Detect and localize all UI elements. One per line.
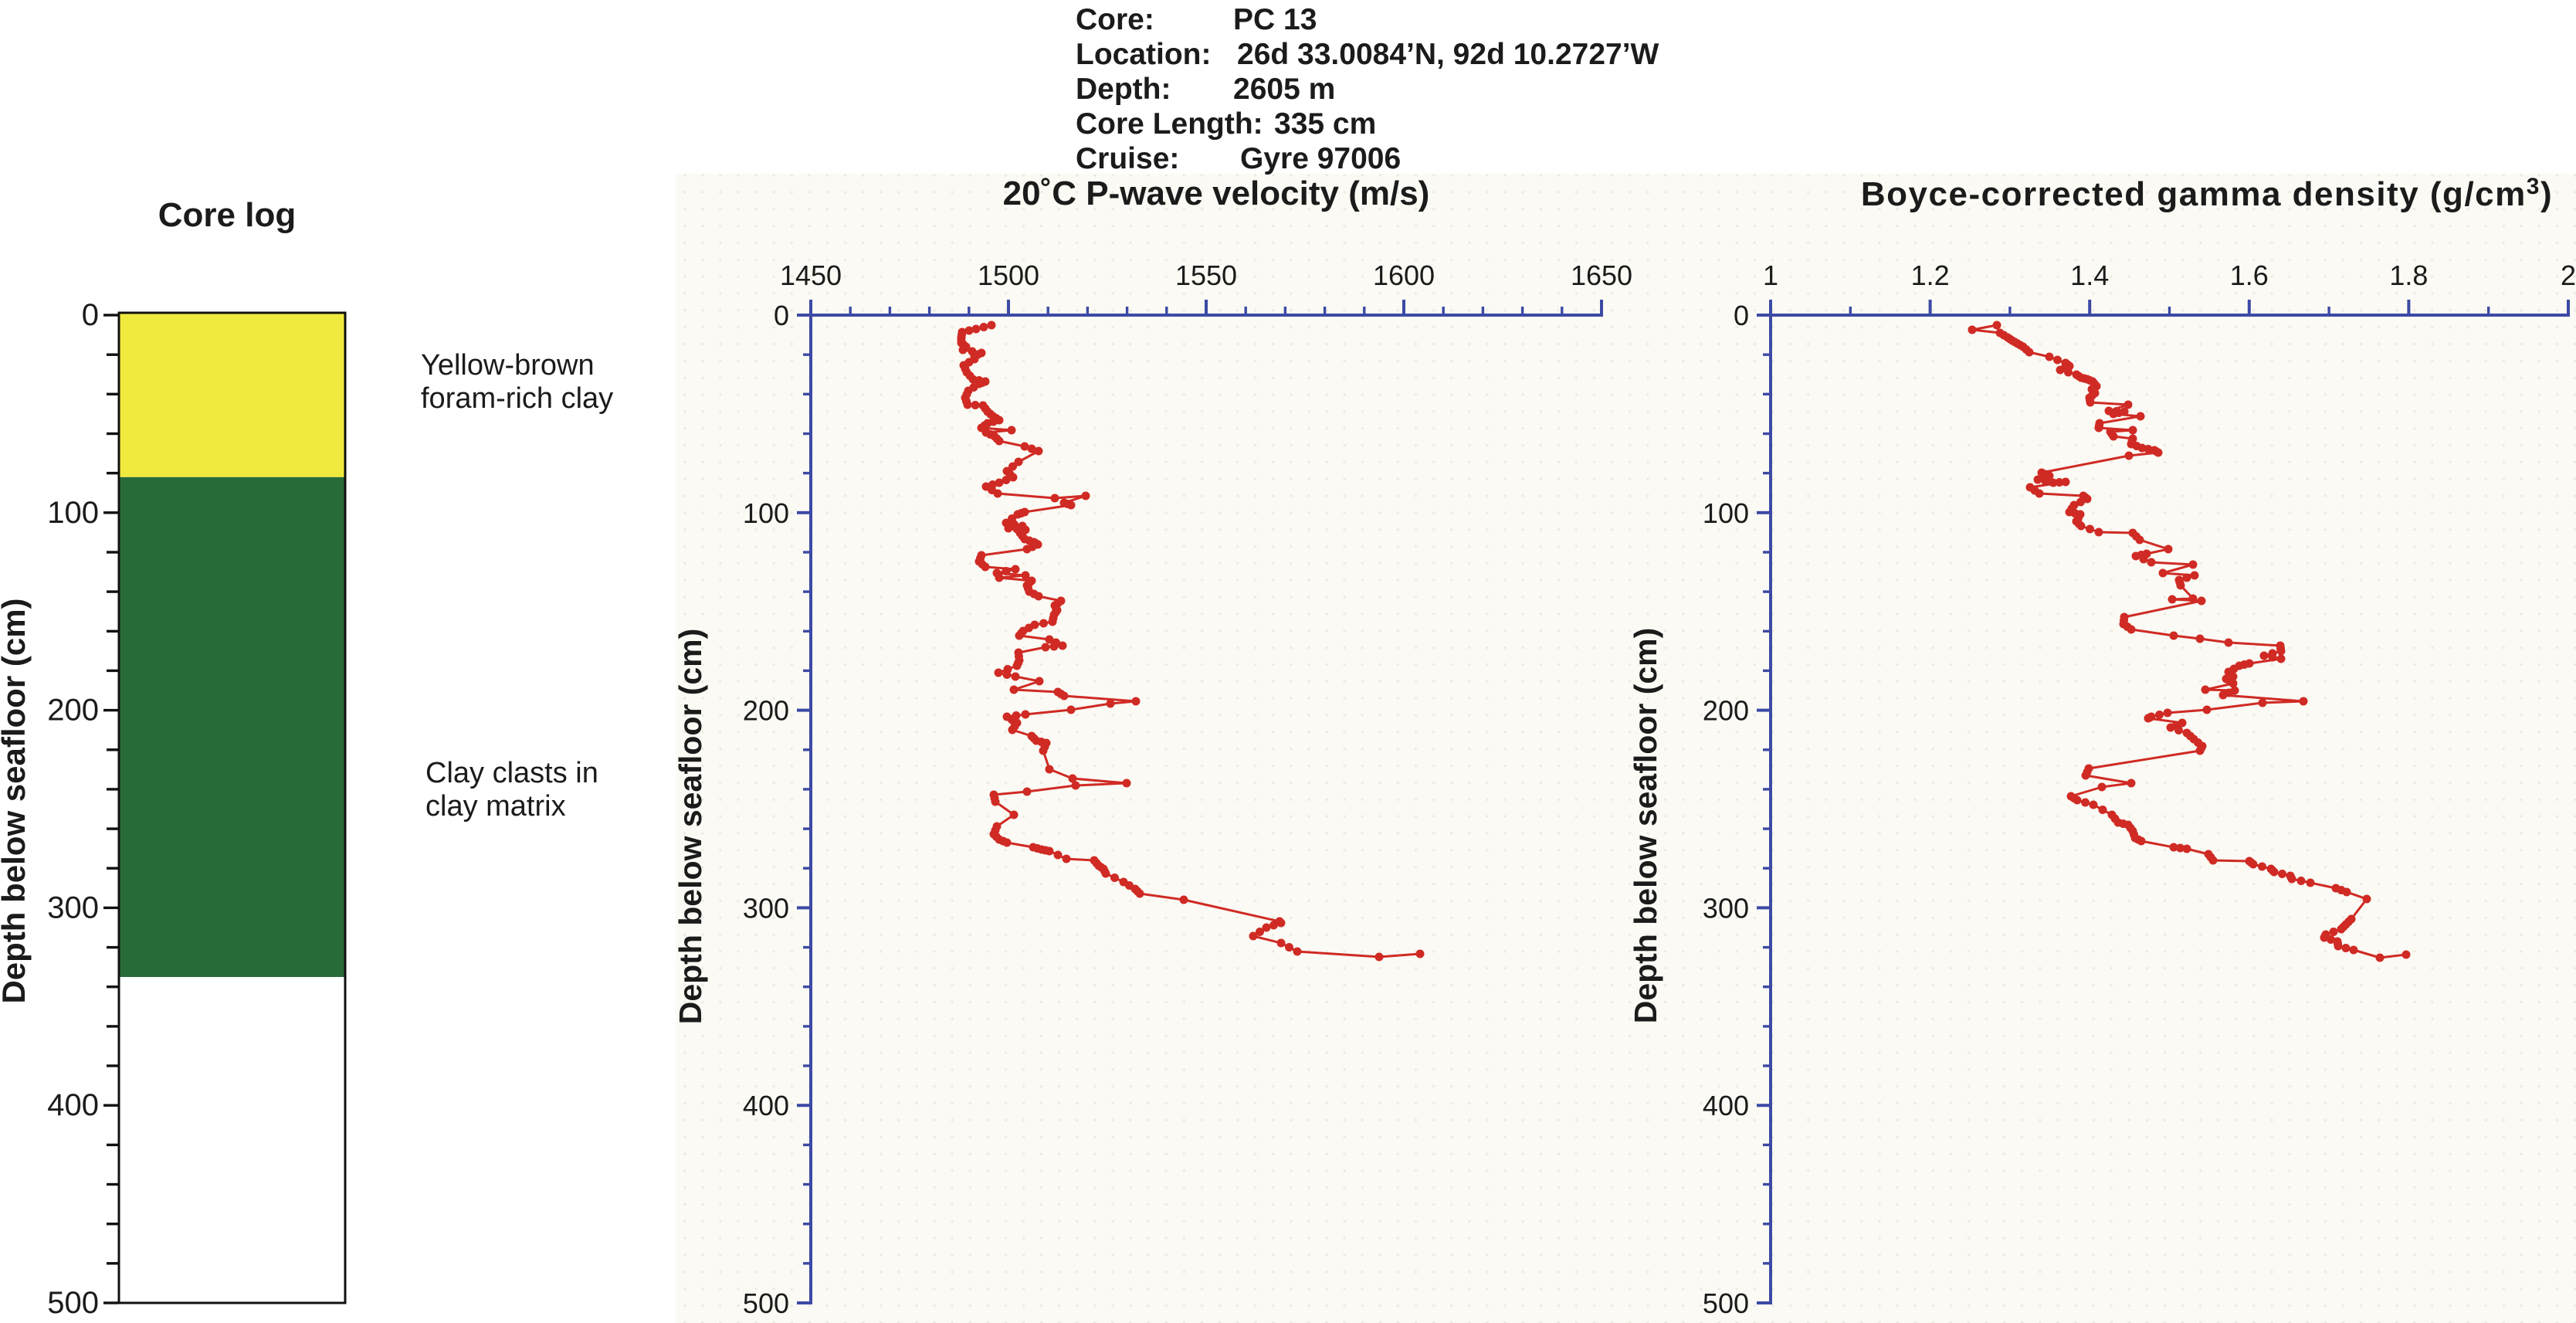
- svg-text:Location:: Location:: [1076, 38, 1211, 71]
- svg-text:Cruise:: Cruise:: [1076, 142, 1179, 175]
- svg-text:0: 0: [1734, 300, 1749, 331]
- svg-text:1550: 1550: [1175, 260, 1237, 291]
- svg-text:500: 500: [1703, 1287, 1749, 1319]
- svg-text:400: 400: [1703, 1090, 1749, 1121]
- svg-text:200: 200: [1703, 695, 1749, 727]
- svg-text:26d 33.0084’N, 92d 10.2727’W: 26d 33.0084’N, 92d 10.2727’W: [1237, 38, 1659, 71]
- svg-text:foram-rich clay: foram-rich clay: [421, 382, 613, 415]
- svg-text:Core log: Core log: [158, 196, 296, 234]
- svg-text:20˚C P-wave velocity (m/s): 20˚C P-wave velocity (m/s): [1003, 175, 1430, 212]
- svg-text:200: 200: [743, 695, 789, 727]
- svg-text:100: 100: [47, 496, 99, 530]
- svg-text:300: 300: [47, 890, 99, 924]
- svg-text:clay matrix: clay matrix: [425, 790, 566, 823]
- svg-text:300: 300: [1703, 892, 1749, 924]
- svg-text:100: 100: [1703, 497, 1749, 529]
- svg-text:200: 200: [47, 694, 99, 728]
- svg-text:Yellow-brown: Yellow-brown: [421, 349, 595, 382]
- svg-text:Depth below seafloor (cm): Depth below seafloor (cm): [673, 629, 708, 1025]
- svg-text:500: 500: [47, 1286, 99, 1320]
- svg-text:400: 400: [743, 1090, 789, 1121]
- svg-text:1.8: 1.8: [2389, 260, 2428, 291]
- svg-text:0: 0: [82, 298, 99, 332]
- svg-text:1600: 1600: [1373, 260, 1435, 291]
- svg-text:Depth:: Depth:: [1076, 73, 1171, 106]
- svg-text:100: 100: [743, 497, 789, 529]
- svg-text:Clay clasts in: Clay clasts in: [425, 757, 598, 789]
- svg-text:1450: 1450: [780, 260, 842, 291]
- svg-text:Core Length:: Core Length:: [1076, 107, 1263, 141]
- svg-text:1.4: 1.4: [2070, 260, 2109, 291]
- svg-text:1650: 1650: [1571, 260, 1632, 291]
- svg-text:335 cm: 335 cm: [1274, 107, 1376, 141]
- svg-text:300: 300: [743, 892, 789, 924]
- svg-text:0: 0: [774, 300, 789, 331]
- svg-text:Core:: Core:: [1076, 3, 1154, 36]
- svg-text:1500: 1500: [978, 260, 1039, 291]
- svg-text:Depth below seafloor (cm): Depth below seafloor (cm): [0, 598, 32, 1003]
- svg-text:1: 1: [1763, 260, 1778, 291]
- svg-text:2: 2: [2561, 260, 2576, 291]
- svg-text:Depth below seafloor (cm): Depth below seafloor (cm): [1628, 628, 1663, 1024]
- svg-text:400: 400: [47, 1088, 99, 1122]
- svg-text:1.6: 1.6: [2230, 260, 2269, 291]
- svg-text:1.2: 1.2: [1911, 260, 1950, 291]
- svg-text:Gyre 97006: Gyre 97006: [1240, 142, 1401, 175]
- svg-text:2605 m: 2605 m: [1233, 73, 1335, 106]
- svg-text:PC 13: PC 13: [1233, 3, 1317, 36]
- svg-text:500: 500: [743, 1287, 789, 1319]
- svg-text:Boyce-corrected gamma density: Boyce-corrected gamma density (g/cm3): [1861, 174, 2553, 213]
